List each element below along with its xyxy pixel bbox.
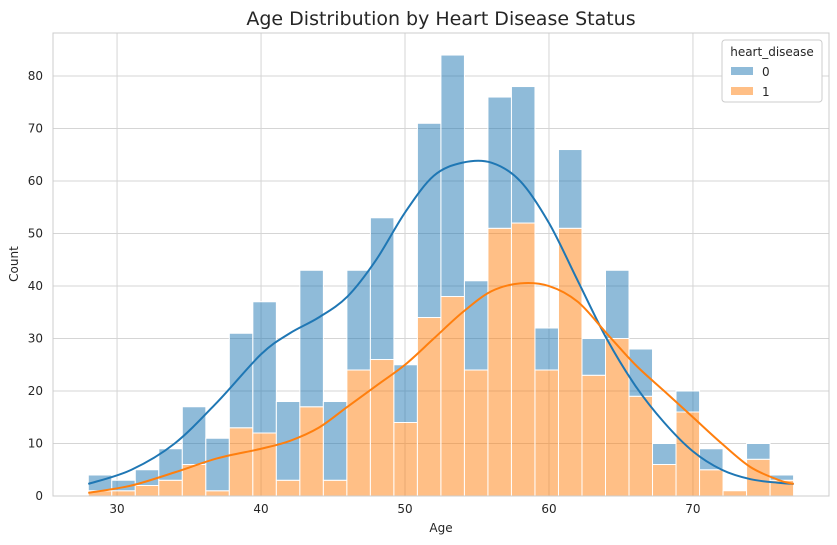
- legend-swatch-0: [731, 67, 753, 75]
- bar-series-1: [252, 432, 277, 497]
- y-tick-label: 70: [28, 122, 43, 136]
- x-tick-label: 30: [109, 502, 124, 516]
- y-tick-label: 60: [28, 174, 43, 188]
- bar-series-0: [463, 280, 489, 371]
- bar-series-0: [299, 269, 324, 408]
- y-axis-label: Count: [7, 246, 21, 282]
- bar-series-1: [228, 427, 254, 497]
- y-tick-label: 0: [35, 489, 43, 503]
- y-tick-label: 50: [28, 227, 43, 241]
- bar-series-0: [699, 448, 724, 471]
- bar-series-1: [346, 369, 371, 497]
- chart-title: Age Distribution by Heart Disease Status: [246, 8, 635, 30]
- bar-series-1: [299, 406, 324, 497]
- bar-series-1: [205, 490, 230, 497]
- bar-series-0: [252, 301, 277, 434]
- x-axis-label: Age: [429, 521, 452, 535]
- legend-swatch-1: [731, 87, 753, 95]
- bar-series-1: [605, 338, 630, 497]
- bar-series-0: [369, 217, 395, 361]
- y-tick-label: 40: [28, 279, 43, 293]
- kde-line-1: [88, 282, 794, 494]
- kde-line-0: [87, 159, 794, 485]
- bar-series-0: [557, 149, 583, 229]
- bar-series-0: [534, 327, 559, 371]
- kde-curves: [87, 159, 794, 494]
- bar-series-1: [369, 359, 395, 497]
- y-tick-label: 10: [28, 437, 43, 451]
- legend-title: heart_disease: [730, 45, 814, 59]
- bar-series-1: [416, 317, 442, 497]
- bar-series-1: [557, 227, 583, 497]
- legend-label-0: 0: [762, 65, 770, 79]
- bar-series-1: [134, 485, 160, 497]
- bar-series-0: [440, 54, 465, 298]
- bar-series-1: [534, 369, 559, 497]
- x-tick-label: 50: [397, 502, 412, 516]
- x-tick-labels: 30 40 50 60 70: [109, 502, 700, 516]
- bar-series-0: [746, 443, 771, 460]
- bar-series-1: [628, 395, 654, 497]
- y-tick-label: 20: [28, 384, 43, 398]
- y-tick-label: 80: [28, 69, 43, 83]
- x-tick-label: 70: [685, 502, 700, 516]
- bar-series-0: [675, 390, 701, 413]
- bars: [87, 54, 795, 497]
- bar-series-1: [487, 227, 512, 497]
- bar-series-1: [158, 479, 183, 497]
- bar-series-1: [440, 296, 465, 497]
- bar-series-1: [463, 369, 489, 497]
- bar-series-1: [510, 222, 536, 497]
- bar-series-0: [205, 437, 230, 492]
- legend: heart_disease 0 1: [721, 39, 823, 103]
- legend-label-1: 1: [762, 85, 770, 99]
- bar-series-1: [581, 374, 607, 497]
- bar-series-0: [652, 443, 677, 466]
- bar-series-1: [322, 479, 348, 497]
- bar-series-0: [322, 401, 348, 481]
- bar-series-1: [111, 490, 136, 497]
- bar-series-1: [652, 464, 677, 497]
- x-tick-label: 40: [253, 502, 268, 516]
- bar-series-0: [581, 338, 607, 376]
- bar-series-0: [393, 364, 418, 424]
- bar-series-0: [181, 406, 207, 466]
- plot-frame: [52, 32, 830, 497]
- bar-series-0: [605, 269, 630, 340]
- bar-series-1: [393, 422, 418, 497]
- bar-series-0: [228, 332, 254, 429]
- y-tick-labels: 0 10 20 30 40 50 60 70 80: [28, 69, 43, 503]
- bar-series-0: [510, 86, 536, 224]
- bar-series-0: [628, 348, 654, 397]
- bar-series-1: [722, 490, 748, 497]
- legend-box: [721, 39, 823, 103]
- bar-series-1: [699, 469, 724, 497]
- bar-series-1: [275, 479, 301, 497]
- bar-series-1: [746, 458, 771, 497]
- y-tick-label: 30: [28, 332, 43, 346]
- x-tick-label: 60: [541, 502, 556, 516]
- bar-series-0: [416, 122, 442, 319]
